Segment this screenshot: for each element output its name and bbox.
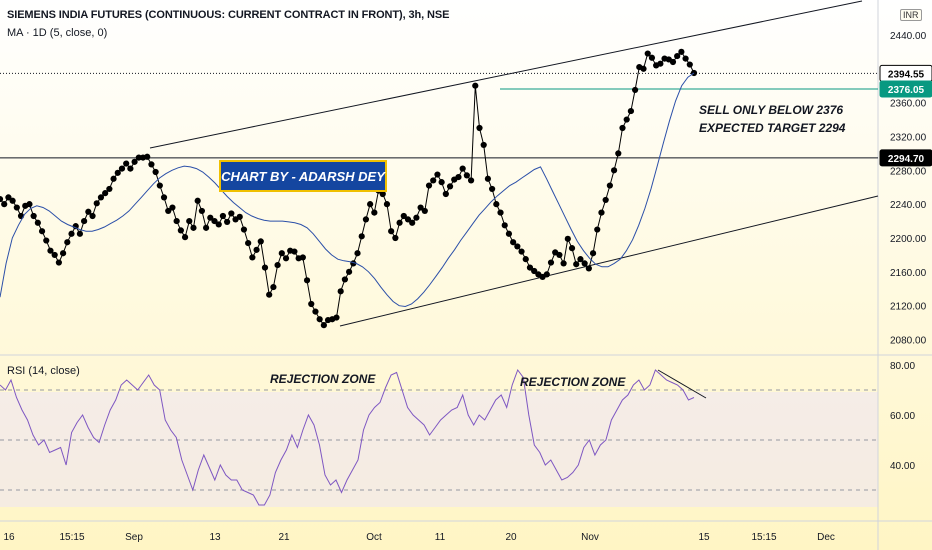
currency-badge[interactable]: INR [900,9,922,21]
time-tick-label: Nov [581,532,599,543]
time-tick-label: 15 [698,532,710,543]
time-tick-label: 15:15 [59,532,84,543]
target-note: EXPECTED TARGET 2294 [699,121,846,135]
rsi-line [0,368,695,506]
time-tick-label: 13 [209,532,221,543]
ma-indicator-label[interactable]: MA · 1D (5, close, 0) [7,27,108,39]
price-tag-label: 2294.70 [888,154,925,165]
time-tick-label: Sep [125,532,143,543]
time-tick-label: 16 [3,532,15,543]
rsi-band [0,392,878,507]
rejection-zone-label: REJECTION ZONE [270,372,376,386]
rsi-tick-label: 40.00 [890,461,915,472]
price-tick-label: 2320.00 [890,132,927,143]
time-tick-label: Dec [817,532,835,543]
time-tick-label: 15:15 [751,532,776,543]
price-tick-label: 2240.00 [890,200,927,211]
price-tick-label: 2200.00 [890,234,927,245]
price-tick-label: 2120.00 [890,302,927,313]
price-tag-support [879,80,932,98]
time-tick-label: 20 [505,532,517,543]
rsi-tick-label: 60.00 [890,411,915,422]
price-tag-label: 2376.05 [888,85,925,96]
price-tag-label: 2394.55 [888,69,925,80]
price-tick-label: 2080.00 [890,336,927,347]
price-line [0,50,695,327]
time-tick-label: 21 [278,532,290,543]
author-watermark: CHART BY - ADARSH DEY [219,160,387,192]
time-tick-label: Oct [366,532,382,543]
price-tag-level [879,149,932,167]
price-tick-label: 2280.00 [890,166,927,177]
sell-note: SELL ONLY BELOW 2376 [699,103,844,117]
lower-channel-line[interactable] [339,195,879,327]
rsi-trend-line[interactable] [657,369,707,399]
rsi-tick-label: 80.00 [890,361,915,372]
price-tick-label: 2160.00 [890,268,927,279]
rsi-indicator-label[interactable]: RSI (14, close) [7,365,80,377]
price-tick-label: 2440.00 [890,31,927,42]
upper-channel-line[interactable] [149,0,863,149]
ma-line [0,72,695,308]
time-tick-label: 11 [435,532,446,543]
rejection-zone-label: REJECTION ZONE [520,375,626,389]
price-tick-label: 2360.00 [890,99,927,110]
chart-title: SIEMENS INDIA FUTURES (CONTINUOUS: CURRE… [7,9,450,21]
